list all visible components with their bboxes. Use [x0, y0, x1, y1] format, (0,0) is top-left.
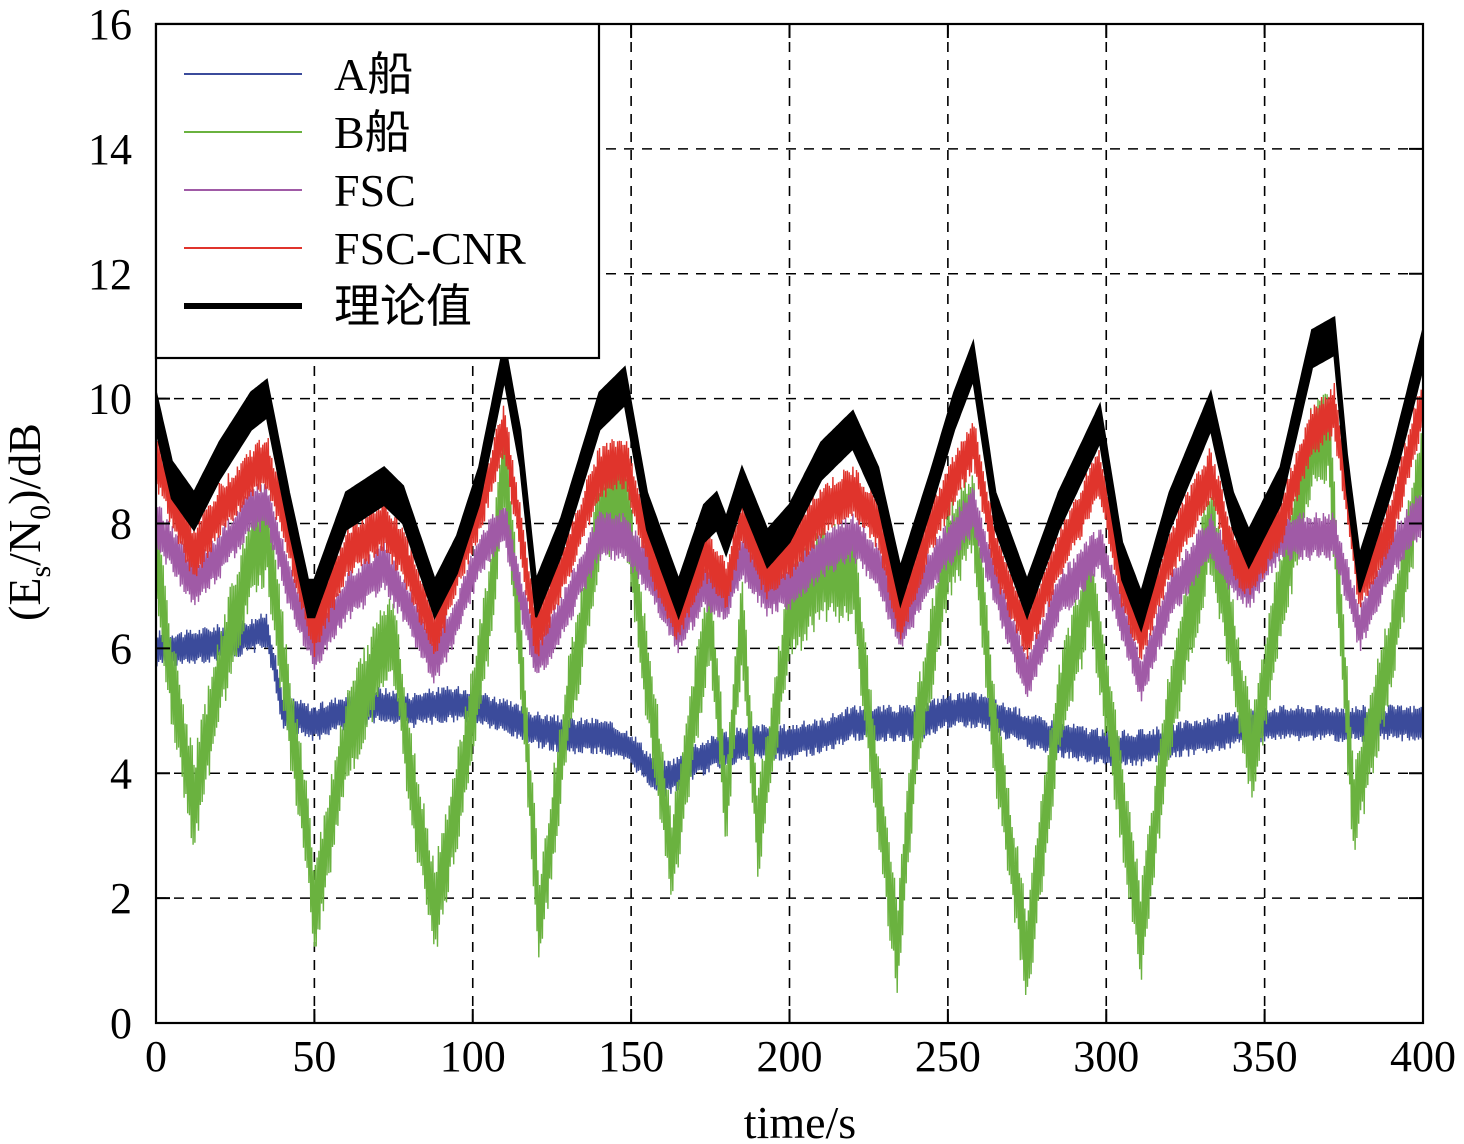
- y-title-part: /N: [0, 520, 50, 566]
- y-tick-label: 6: [110, 624, 132, 673]
- x-tick-label: 50: [292, 1032, 336, 1081]
- legend: A船 B船 FSC FSC-CNR 理论值: [154, 22, 601, 360]
- x-tick-label: 350: [1232, 1032, 1298, 1081]
- legend-label: A船: [334, 49, 413, 100]
- y-axis-title: (Es/N0)/dB: [0, 423, 57, 621]
- axes: 0 50 100 150 200 250 300 350 400 0 2 4 6 8 10 12 14 16: [88, 0, 1456, 1081]
- y-tick-label: 12: [88, 250, 132, 299]
- y-tick-label: 2: [110, 874, 132, 923]
- legend-label: 理论值: [334, 281, 472, 332]
- legend-label: FSC-CNR: [334, 223, 526, 274]
- y-tick-label: 16: [88, 0, 132, 49]
- y-title-part: )/dB: [0, 423, 50, 505]
- y-title-sub: s: [24, 566, 57, 578]
- x-tick-label: 200: [757, 1032, 823, 1081]
- x-tick-label: 300: [1073, 1032, 1139, 1081]
- legend-label: FSC: [334, 165, 416, 216]
- series-layer: [155, 315, 1424, 996]
- y-tick-label: 0: [110, 999, 132, 1048]
- x-tick-label: 100: [440, 1032, 506, 1081]
- x-tick-label: 250: [915, 1032, 981, 1081]
- y-tick-label: 14: [88, 125, 132, 174]
- x-tick-label: 0: [145, 1032, 167, 1081]
- y-tick-label: 4: [110, 749, 132, 798]
- x-tick-label: 400: [1390, 1032, 1456, 1081]
- y-tick-label: 8: [110, 500, 132, 549]
- x-tick-label: 150: [598, 1032, 664, 1081]
- y-tick-label: 10: [88, 375, 132, 424]
- x-axis-title: time/s: [744, 1097, 856, 1144]
- y-title-part: (E: [0, 578, 50, 621]
- y-title-sub: 0: [24, 505, 57, 520]
- legend-label: B船: [334, 107, 411, 158]
